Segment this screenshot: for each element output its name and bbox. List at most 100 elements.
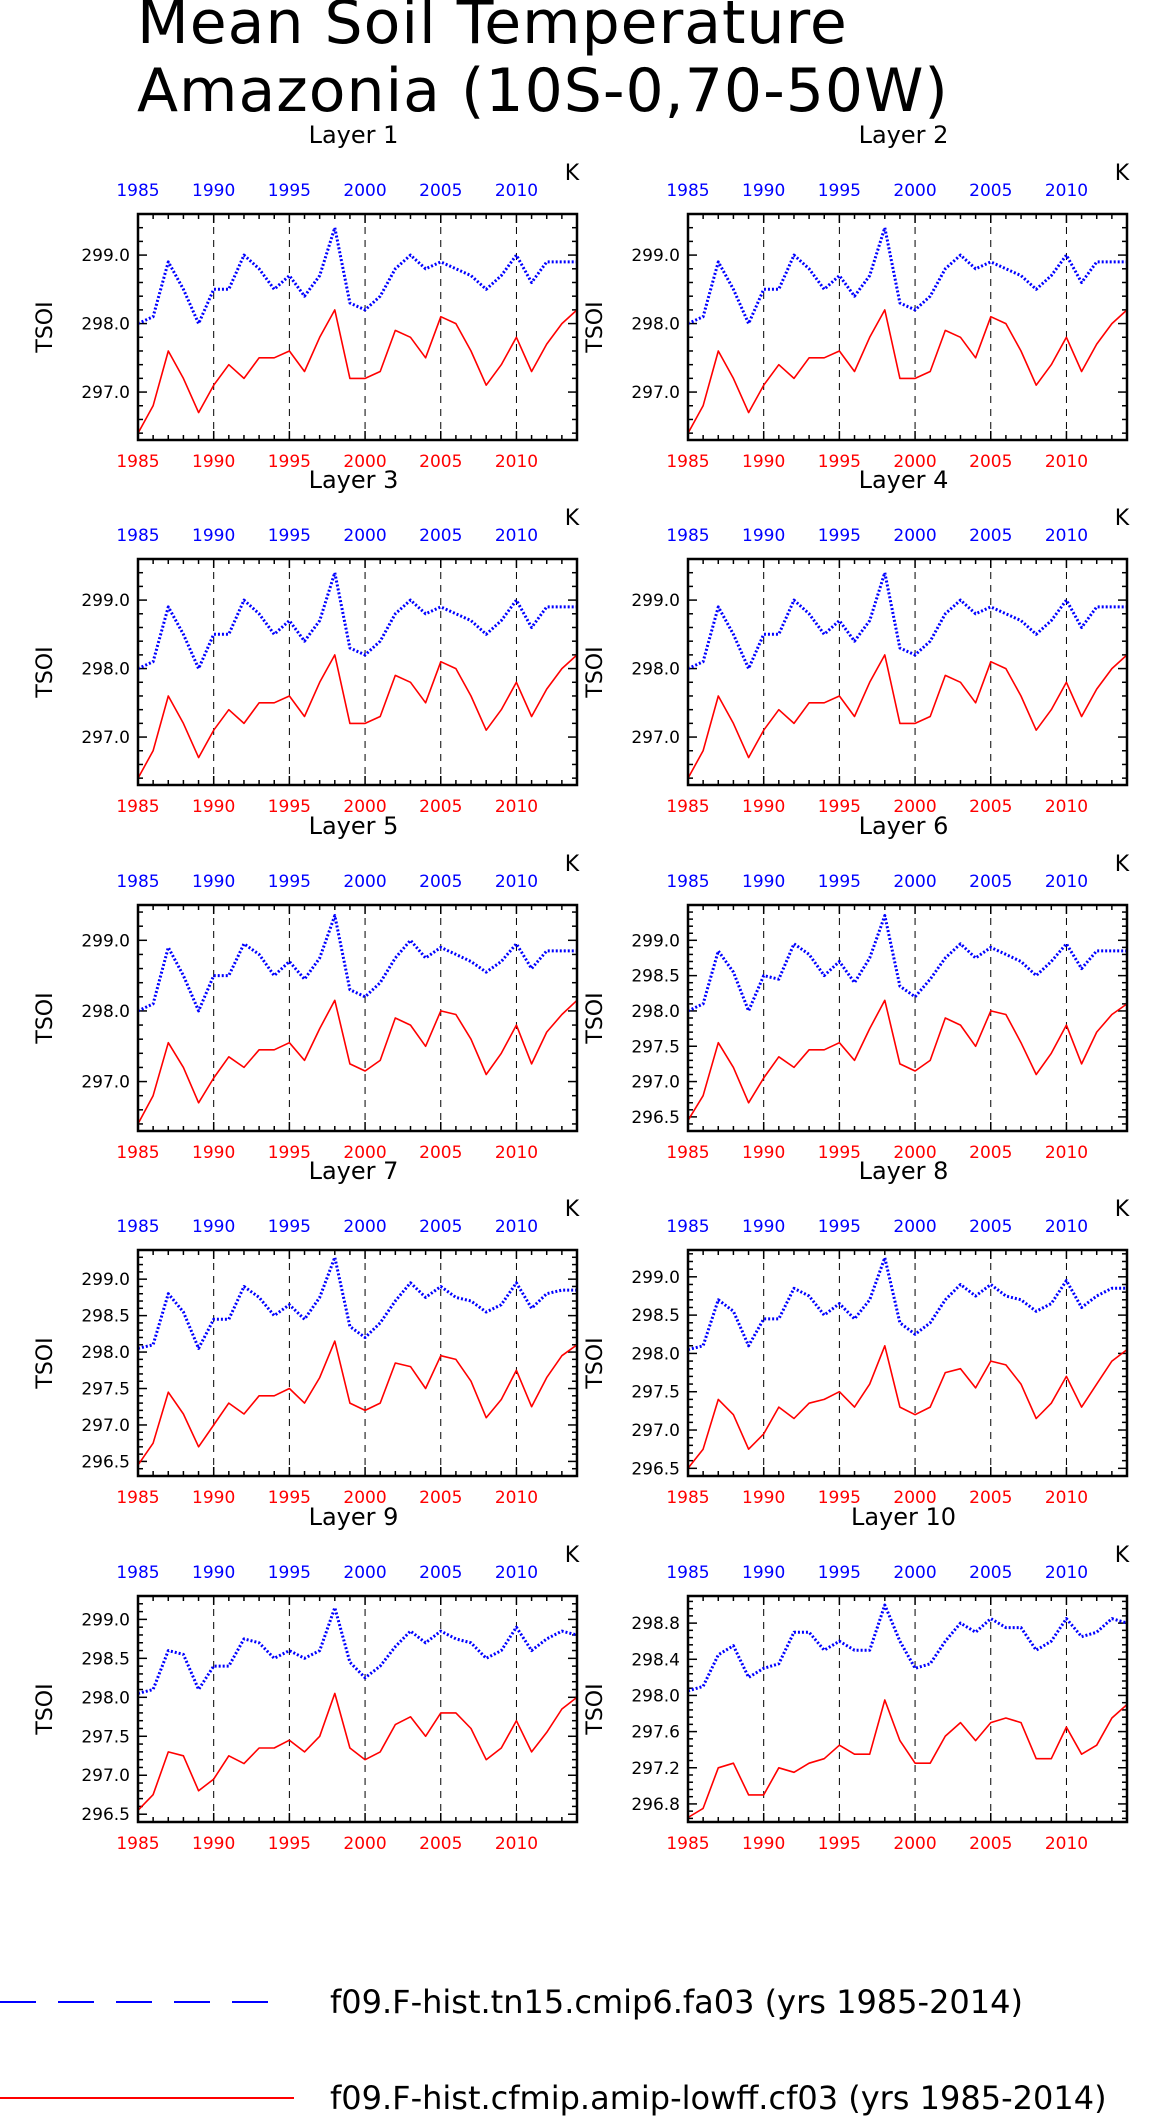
x-tick-label-bottom: 2000 <box>893 1488 936 1508</box>
x-tick-label-bottom: 1995 <box>268 797 311 817</box>
y-tick-label: 298.0 <box>631 1344 680 1364</box>
x-tick-label-top: 2000 <box>343 181 386 201</box>
x-tick-label-bottom: 1990 <box>742 1143 785 1163</box>
x-tick-label-bottom: 1990 <box>192 1143 235 1163</box>
chart-title-line-1: Mean Soil Temperature <box>137 0 848 58</box>
x-tick-label-top: 2000 <box>343 1217 386 1237</box>
x-tick-label-top: 2010 <box>495 1217 538 1237</box>
x-tick-label-bottom: 2000 <box>893 452 936 472</box>
y-tick-label: 298.0 <box>81 1688 130 1708</box>
x-tick-label-bottom: 1995 <box>268 1488 311 1508</box>
plot-frame <box>686 1248 1129 1478</box>
y-tick-label: 298.0 <box>81 1002 130 1022</box>
panel-title: Layer 10 <box>851 1503 956 1531</box>
x-tick-label-bottom: 1985 <box>666 452 709 472</box>
x-tick-label-bottom: 1995 <box>818 452 861 472</box>
legend-label-red: f09.F-hist.cfmip.amip-lowff.cf03 (yrs 19… <box>330 2079 1107 2117</box>
panel-5: Layer 5 K TSOI 1985 1985 1990 1990 1995 1995 2000… <box>33 812 580 1163</box>
series-line-blue <box>137 1255 577 1350</box>
x-tick-label-bottom: 2005 <box>419 1143 462 1163</box>
panel-2: Layer 2 K TSOI 1985 1985 1990 1990 1995 1995 2000… <box>583 121 1130 472</box>
units-label: K <box>1115 1543 1130 1568</box>
chart-panels: Layer 1 K TSOI 1985 1985 1990 1990 1995 1995 2000… <box>33 121 1130 1854</box>
panel-3: Layer 3 K TSOI 1985 1985 1990 1990 1995 1995 2000… <box>33 466 580 817</box>
x-tick-label-top: 2000 <box>343 872 386 892</box>
x-tick-label-top: 1995 <box>268 526 311 546</box>
x-tick-label-top: 2000 <box>893 1563 936 1583</box>
x-tick-label-top: 2005 <box>969 181 1012 201</box>
y-tick-label: 297.0 <box>631 728 680 748</box>
x-tick-label-top: 1995 <box>268 872 311 892</box>
x-tick-label-top: 1990 <box>742 1217 785 1237</box>
x-tick-label-top: 2005 <box>969 526 1012 546</box>
x-tick-label-bottom: 2005 <box>419 797 462 817</box>
x-tick-label-top: 1985 <box>666 526 709 546</box>
panel-8: Layer 8 K TSOI 1985 1985 1990 1990 1995 1995 2000… <box>583 1157 1130 1508</box>
x-tick-label-top: 1990 <box>742 872 785 892</box>
panel-title: Layer 3 <box>309 466 399 494</box>
y-tick-label: 298.0 <box>631 1002 680 1022</box>
units-label: K <box>1115 161 1130 186</box>
y-tick-label: 297.6 <box>631 1723 680 1743</box>
x-tick-label-bottom: 2000 <box>893 1143 936 1163</box>
y-tick-label: 297.0 <box>631 383 680 403</box>
x-tick-label-bottom: 1985 <box>116 1488 159 1508</box>
y-tick-label: 297.0 <box>81 728 130 748</box>
y-tick-label: 297.0 <box>81 1073 130 1093</box>
x-tick-label-bottom: 2010 <box>1045 452 1088 472</box>
series-line-red <box>687 999 1128 1121</box>
x-tick-label-bottom: 1990 <box>742 1834 785 1854</box>
x-tick-label-bottom: 1995 <box>818 1488 861 1508</box>
series-line-red <box>137 999 578 1125</box>
x-tick-label-top: 2010 <box>1045 1217 1088 1237</box>
series-line-blue <box>687 1256 1127 1352</box>
plot-frame <box>136 212 579 442</box>
y-tick-label: 296.5 <box>81 1805 130 1825</box>
y-tick-label: 297.0 <box>631 1073 680 1093</box>
x-tick-label-top: 2005 <box>419 181 462 201</box>
plot-frame <box>136 557 579 787</box>
plot-frame <box>686 212 1129 442</box>
y-tick-label: 297.0 <box>81 383 130 403</box>
x-tick-label-top: 2000 <box>343 526 386 546</box>
x-tick-label-top: 2010 <box>1045 872 1088 892</box>
x-tick-label-bottom: 2005 <box>969 1488 1012 1508</box>
panel-4: Layer 4 K TSOI 1985 1985 1990 1990 1995 1995 2000… <box>583 466 1130 817</box>
units-label: K <box>1115 1197 1130 1222</box>
plot-frame <box>136 1594 579 1824</box>
x-tick-label-bottom: 2000 <box>343 797 386 817</box>
x-tick-label-bottom: 2000 <box>343 1488 386 1508</box>
x-tick-label-top: 2010 <box>495 1563 538 1583</box>
panel-title: Layer 7 <box>309 1157 399 1185</box>
x-tick-label-bottom: 2000 <box>893 797 936 817</box>
x-tick-label-bottom: 2010 <box>1045 1143 1088 1163</box>
x-tick-label-top: 2010 <box>1045 526 1088 546</box>
x-tick-label-bottom: 1995 <box>268 1834 311 1854</box>
series-line-red <box>137 654 578 779</box>
panel-title: Layer 1 <box>309 121 399 149</box>
y-tick-label: 298.5 <box>631 1306 680 1326</box>
x-tick-label-top: 2000 <box>893 872 936 892</box>
x-tick-label-top: 2010 <box>1045 1563 1088 1583</box>
x-tick-label-top: 1985 <box>116 1217 159 1237</box>
x-tick-label-bottom: 2005 <box>419 452 462 472</box>
series-line-blue <box>137 1606 578 1695</box>
x-tick-label-top: 1985 <box>666 872 709 892</box>
x-tick-label-bottom: 1990 <box>742 1488 785 1508</box>
x-tick-label-top: 1995 <box>818 526 861 546</box>
x-tick-label-bottom: 2005 <box>419 1834 462 1854</box>
x-tick-label-top: 1995 <box>818 1563 861 1583</box>
x-tick-label-top: 2005 <box>419 526 462 546</box>
chart-title-line-2: Amazonia (10S-0,70-50W) <box>137 56 949 126</box>
x-tick-label-bottom: 2000 <box>343 1143 386 1163</box>
y-tick-label: 298.0 <box>631 315 680 335</box>
y-tick-label: 298.0 <box>631 660 680 680</box>
plot-frame <box>136 903 579 1133</box>
plot-frame <box>136 1248 579 1478</box>
x-tick-label-bottom: 1985 <box>666 1834 709 1854</box>
x-tick-label-bottom: 2010 <box>495 1488 538 1508</box>
x-tick-label-bottom: 2010 <box>1045 1488 1088 1508</box>
y-axis-label: TSOI <box>583 1337 608 1389</box>
panel-6: Layer 6 K TSOI 1985 1985 1990 1990 1995 1995 2000… <box>583 812 1130 1163</box>
